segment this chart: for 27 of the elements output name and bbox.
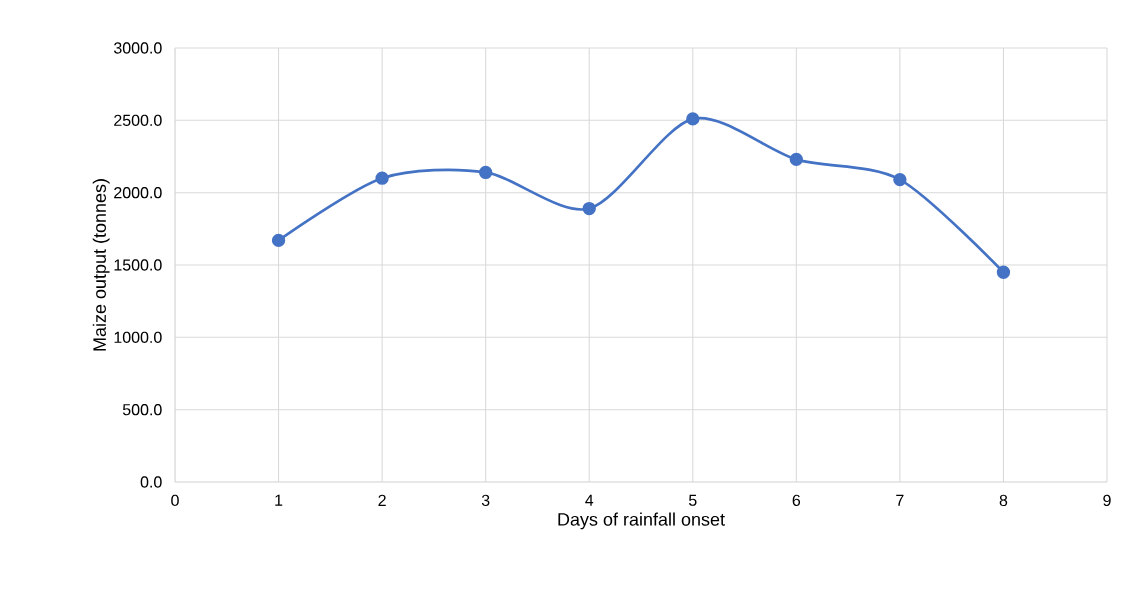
point [375,171,389,185]
point [996,265,1011,279]
y-tick-label: 0.0 [140,476,162,488]
y-tick-label: 2000.0 [114,187,162,199]
x-tick-label: 6 [792,494,801,507]
x-tick-label: 8 [999,494,1008,507]
point [893,172,907,187]
point [789,152,804,167]
y-tick-label: 3000.0 [113,42,162,54]
x-tick-label: 4 [585,494,594,506]
y-tick-label: 1000.0 [114,331,162,343]
x-tick-label: 0 [171,494,179,507]
y-tick-label: 1500.0 [114,259,162,271]
y-axis-title: Maize output (tonnes) [92,179,110,351]
point [271,233,286,248]
x-tick-label: 3 [481,494,490,507]
y-tick-label: 500.0 [122,404,162,416]
x-tick-label: 9 [1103,494,1111,507]
point [582,201,596,216]
point [686,112,700,126]
x-tick-label: 5 [688,494,697,506]
x-tick-label: 7 [896,494,904,506]
x-axis-title: Days of rainfall onset [558,512,725,530]
x-tick-label: 1 [275,494,283,506]
x-tick-label: 2 [378,494,386,506]
y-tick-label: 2500.0 [114,114,162,126]
point [479,165,493,180]
